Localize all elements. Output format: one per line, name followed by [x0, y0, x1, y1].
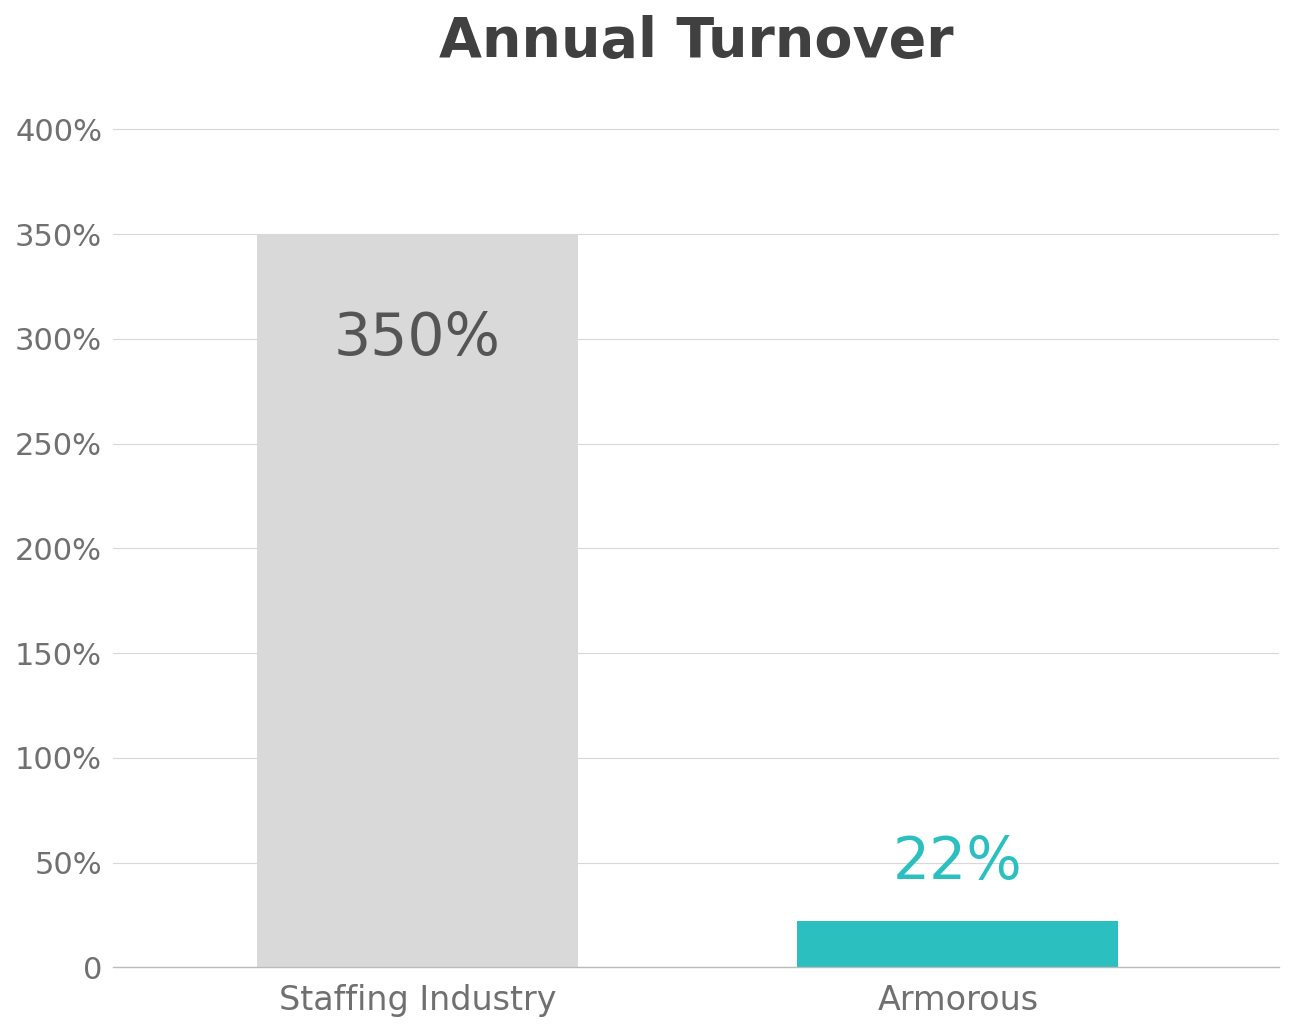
Text: 350%: 350% [334, 311, 501, 367]
Bar [256, 234, 578, 967]
Text: 22%: 22% [893, 834, 1022, 891]
Bar [797, 922, 1118, 967]
Title: Annual Turnover: Annual Turnover [439, 15, 954, 69]
